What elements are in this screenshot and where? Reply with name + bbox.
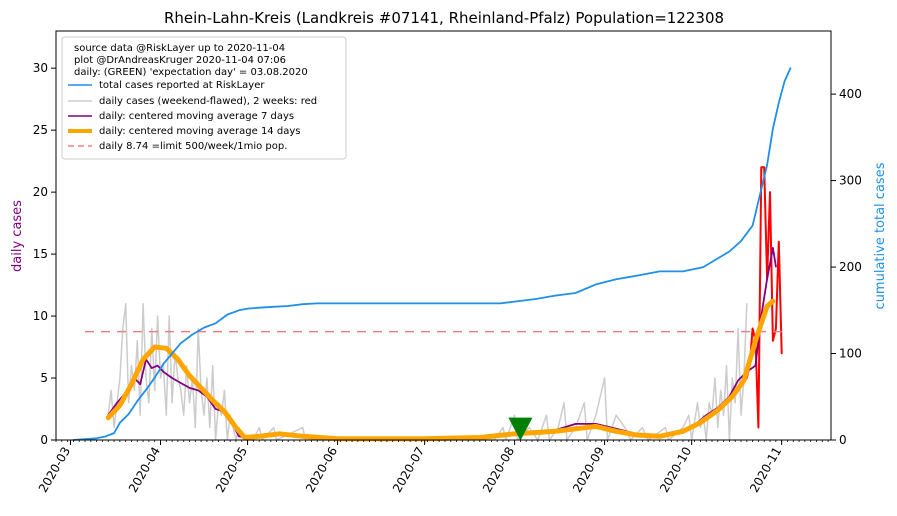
y-left-tick-label: 25 xyxy=(33,123,48,137)
x-axis: 2020-03 2020-04 2020-05 2020-06 2020-07 2020-… xyxy=(36,440,829,495)
legend-label-limit: daily 8.74 =limit 500/week/1mio pop. xyxy=(99,141,287,152)
legend-box xyxy=(61,36,347,160)
y-right-tick-label: 200 xyxy=(839,260,862,274)
y-left-tick-label: 15 xyxy=(33,247,48,261)
legend-info-line-2: plot @DrAndreasKruger 2020-11-04 07:06 xyxy=(74,55,286,66)
x-tick-label: 2020-03 xyxy=(36,445,73,495)
legend-label-total: total cases reported at RiskLayer xyxy=(99,80,265,91)
plot-frame xyxy=(55,30,832,441)
y-axis-right: 0 100 200 300 400 xyxy=(831,87,862,447)
y-axis-left: 0 5 10 15 20 25 30 xyxy=(33,61,56,447)
legend-label-ma7: daily: centered moving average 7 days xyxy=(99,111,294,122)
x-tick-label: 2020-08 xyxy=(480,445,517,495)
y-axis-right-label: cumulative total cases xyxy=(873,162,888,309)
y-right-tick-label: 300 xyxy=(839,174,862,188)
legend-label-daily: daily cases (weekend-flawed), 2 weeks: r… xyxy=(99,96,317,107)
chart-title: Rhein-Lahn-Kreis (Landkreis #07141, Rhei… xyxy=(164,9,724,27)
x-tick-label: 2020-04 xyxy=(126,445,163,495)
y-left-tick-label: 20 xyxy=(33,185,48,199)
legend-label-ma14: daily: centered moving average 14 days xyxy=(99,126,300,137)
x-tick-label: 2020-05 xyxy=(213,445,250,495)
series-total-cases xyxy=(72,67,792,441)
x-tick-label: 2020-06 xyxy=(303,445,340,495)
legend-info-line-3: daily: (GREEN) 'expectation day' = 03.08… xyxy=(74,67,308,78)
x-tick-label: 2020-11 xyxy=(747,445,784,495)
y-axis-left-label: daily cases xyxy=(10,200,25,272)
y-left-tick-label: 5 xyxy=(40,371,48,385)
x-tick-label: 2020-07 xyxy=(390,445,427,495)
series-daily-cases xyxy=(107,302,748,441)
x-tick-label: 2020-09 xyxy=(570,445,607,495)
y-left-tick-label: 10 xyxy=(33,309,48,323)
y-left-tick-label: 0 xyxy=(40,433,48,447)
series-daily-cases-recent xyxy=(745,166,783,429)
x-tick-label: 2020-10 xyxy=(657,445,694,495)
legend: source data @RiskLayer up to 2020-11-04 … xyxy=(61,36,347,160)
y-right-tick-label: 0 xyxy=(839,433,847,447)
legend-info-line-1: source data @RiskLayer up to 2020-11-04 xyxy=(74,43,285,54)
y-right-tick-label: 400 xyxy=(839,87,862,101)
plot-area xyxy=(72,67,792,442)
y-right-tick-label: 100 xyxy=(839,347,862,361)
series-ma14 xyxy=(105,298,776,442)
expectation-day-marker xyxy=(508,417,533,441)
y-left-tick-label: 30 xyxy=(33,61,48,75)
